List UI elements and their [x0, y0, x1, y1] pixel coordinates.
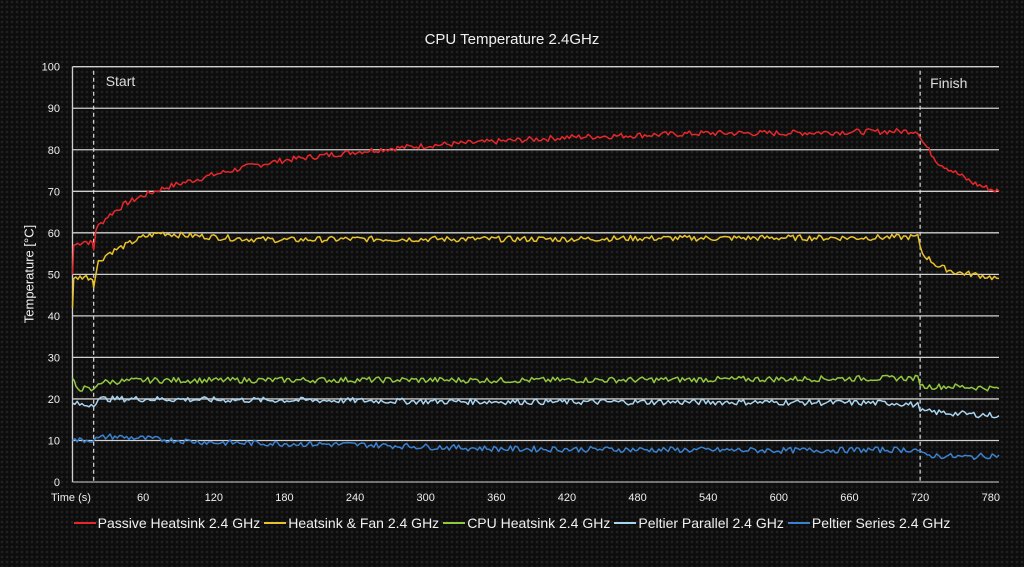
y-tick-label: 50	[48, 269, 60, 281]
y-tick-label: 70	[48, 186, 60, 198]
y-tick-label: 30	[48, 352, 60, 364]
y-tick-label: 90	[48, 103, 60, 115]
series-line-3	[72, 395, 1000, 419]
series-line-1	[71, 231, 1000, 308]
x-axis-label: Time (s)	[51, 492, 91, 504]
x-tick-label: 480	[628, 492, 646, 504]
annotation-label-start: Start	[106, 73, 136, 89]
legend-swatch	[443, 522, 466, 524]
x-tick-label: 360	[487, 492, 505, 504]
x-tick-label: 600	[770, 492, 788, 504]
x-tick-label: 660	[840, 492, 858, 504]
legend-swatch	[264, 522, 287, 524]
legend-swatch	[787, 522, 810, 524]
y-tick-label: 60	[48, 228, 60, 240]
series-line-2	[71, 374, 1000, 392]
legend-item-heatsink-fan: Heatsink & Fan 2.4 GHz	[264, 515, 439, 531]
x-tick-label: 300	[416, 492, 434, 504]
legend-swatch	[614, 522, 637, 524]
series-line-0	[71, 127, 1000, 275]
y-tick-label: 0	[54, 477, 60, 489]
x-tick-label: 180	[275, 492, 293, 504]
legend-item-peltier-parallel: Peltier Parallel 2.4 GHz	[614, 515, 784, 531]
y-tick-label: 80	[48, 145, 60, 157]
x-tick-label: 420	[558, 492, 576, 504]
y-tick-label: 20	[48, 394, 60, 406]
x-tick-label: 780	[982, 492, 1000, 504]
x-tick-label: 60	[137, 492, 149, 504]
legend-item-cpu-heatsink: CPU Heatsink 2.4 GHz	[443, 515, 610, 531]
x-tick-label: 720	[911, 492, 929, 504]
x-tick-label: 240	[346, 492, 364, 504]
legend-label: Peltier Series 2.4 GHz	[811, 515, 951, 531]
legend-swatch	[73, 522, 96, 524]
chart-title: CPU Temperature 2.4GHz	[424, 31, 600, 48]
legend-label: CPU Heatsink 2.4 GHz	[467, 515, 611, 531]
legend-label: Peltier Parallel 2.4 GHz	[638, 515, 784, 531]
legend-label: Heatsink & Fan 2.4 GHz	[288, 515, 440, 531]
annotation-label-finish: Finish	[930, 75, 967, 91]
y-tick-label: 100	[42, 62, 60, 74]
x-tick-label: 540	[699, 492, 717, 504]
x-tick-label: 120	[205, 492, 223, 504]
series-line-4	[72, 433, 1000, 461]
legend-item-peltier-series: Peltier Series 2.4 GHz	[787, 515, 951, 531]
y-tick-label: 40	[48, 311, 60, 323]
legend: Passive Heatsink 2.4 GHz Heatsink & Fan …	[0, 515, 1024, 531]
legend-label: Passive Heatsink 2.4 GHz	[97, 515, 261, 531]
legend-item-passive: Passive Heatsink 2.4 GHz	[73, 515, 261, 531]
y-axis-label: Temperature [°C]	[21, 224, 37, 324]
y-tick-label: 10	[48, 435, 60, 447]
